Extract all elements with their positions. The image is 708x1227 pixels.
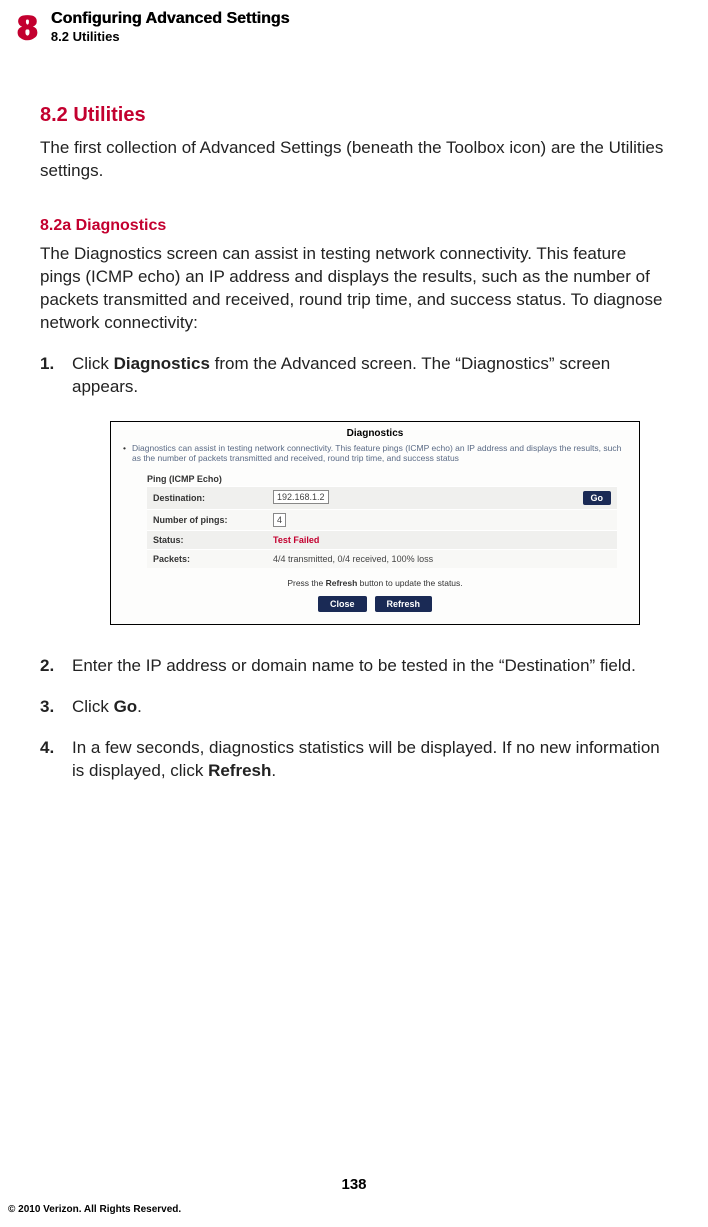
row-destination: Destination: 192.168.1.2 Go	[147, 486, 617, 509]
steps-list-cont: 2. Enter the IP address or domain name t…	[40, 655, 668, 783]
destination-cell: 192.168.1.2 Go	[267, 486, 617, 509]
text-bold: Go	[114, 697, 138, 716]
step-text: In a few seconds, diagnostics statistics…	[72, 737, 668, 783]
page: 8 Configuring Advanced Settings 8.2 Util…	[0, 0, 708, 1227]
step-text: Click Go.	[72, 696, 142, 719]
text-run: In a few seconds, diagnostics statistics…	[72, 738, 660, 780]
text-run: Press the	[287, 578, 325, 588]
step-number: 3.	[40, 696, 62, 719]
subsection-intro: The Diagnostics screen can assist in tes…	[40, 243, 668, 335]
step-text: Enter the IP address or domain name to b…	[72, 655, 636, 678]
row-number-of-pings: Number of pings: 4	[147, 509, 617, 530]
status-cell: Test Failed	[267, 530, 617, 549]
destination-input[interactable]: 192.168.1.2	[273, 490, 329, 504]
step-number: 4.	[40, 737, 62, 783]
text-run: .	[137, 697, 142, 716]
step-2: 2. Enter the IP address or domain name t…	[40, 655, 668, 678]
screenshot-buttons: Close Refresh	[119, 596, 631, 612]
bullet-icon: •	[123, 443, 126, 464]
screenshot-description: • Diagnostics can assist in testing netw…	[119, 443, 631, 464]
text-run: Click	[72, 697, 114, 716]
status-value: Test Failed	[273, 535, 319, 545]
ping-table: Destination: 192.168.1.2 Go Number of pi…	[147, 486, 617, 568]
row-status: Status: Test Failed	[147, 530, 617, 549]
destination-label: Destination:	[147, 486, 267, 509]
screenshot-description-text: Diagnostics can assist in testing networ…	[132, 443, 627, 464]
pings-cell: 4	[267, 509, 617, 530]
chapter-subtitle: 8.2 Utilities	[51, 29, 290, 44]
page-number: 138	[0, 1176, 708, 1193]
step-3: 3. Click Go.	[40, 696, 668, 719]
steps-list: 1. Click Diagnostics from the Advanced s…	[40, 353, 668, 399]
step-1: 1. Click Diagnostics from the Advanced s…	[40, 353, 668, 399]
pings-label: Number of pings:	[147, 509, 267, 530]
step-number: 1.	[40, 353, 62, 399]
chapter-title: Configuring Advanced Settings	[51, 10, 290, 28]
step-number: 2.	[40, 655, 62, 678]
section-heading: 8.2 Utilities	[40, 104, 668, 127]
status-label: Status:	[147, 530, 267, 549]
packets-label: Packets:	[147, 549, 267, 568]
packets-value: 4/4 transmitted, 0/4 received, 100% loss	[267, 549, 617, 568]
text-run: button to update the status.	[357, 578, 462, 588]
screenshot-title: Diagnostics	[119, 428, 631, 439]
chapter-header-lines: Configuring Advanced Settings 8.2 Utilit…	[51, 10, 290, 44]
ping-section-title: Ping (ICMP Echo)	[147, 474, 631, 484]
pings-input[interactable]: 4	[273, 513, 286, 527]
subsection-heading: 8.2a Diagnostics	[40, 217, 668, 235]
text-bold: Diagnostics	[114, 354, 210, 373]
section-intro: The first collection of Advanced Setting…	[40, 137, 668, 183]
close-button[interactable]: Close	[318, 596, 367, 612]
refresh-button[interactable]: Refresh	[375, 596, 433, 612]
row-packets: Packets: 4/4 transmitted, 0/4 received, …	[147, 549, 617, 568]
chapter-number: 8	[18, 11, 37, 45]
text-run: Click	[72, 354, 114, 373]
text-bold: Refresh	[326, 578, 358, 588]
text-run: .	[271, 761, 276, 780]
go-button[interactable]: Go	[583, 491, 612, 505]
copyright: © 2010 Verizon. All Rights Reserved.	[8, 1204, 181, 1215]
step-4: 4. In a few seconds, diagnostics statist…	[40, 737, 668, 783]
refresh-hint: Press the Refresh button to update the s…	[119, 578, 631, 588]
text-bold: Refresh	[208, 761, 271, 780]
chapter-header: 8 Configuring Advanced Settings 8.2 Util…	[18, 10, 668, 44]
diagnostics-screenshot: Diagnostics • Diagnostics can assist in …	[110, 421, 640, 625]
step-text: Click Diagnostics from the Advanced scre…	[72, 353, 668, 399]
